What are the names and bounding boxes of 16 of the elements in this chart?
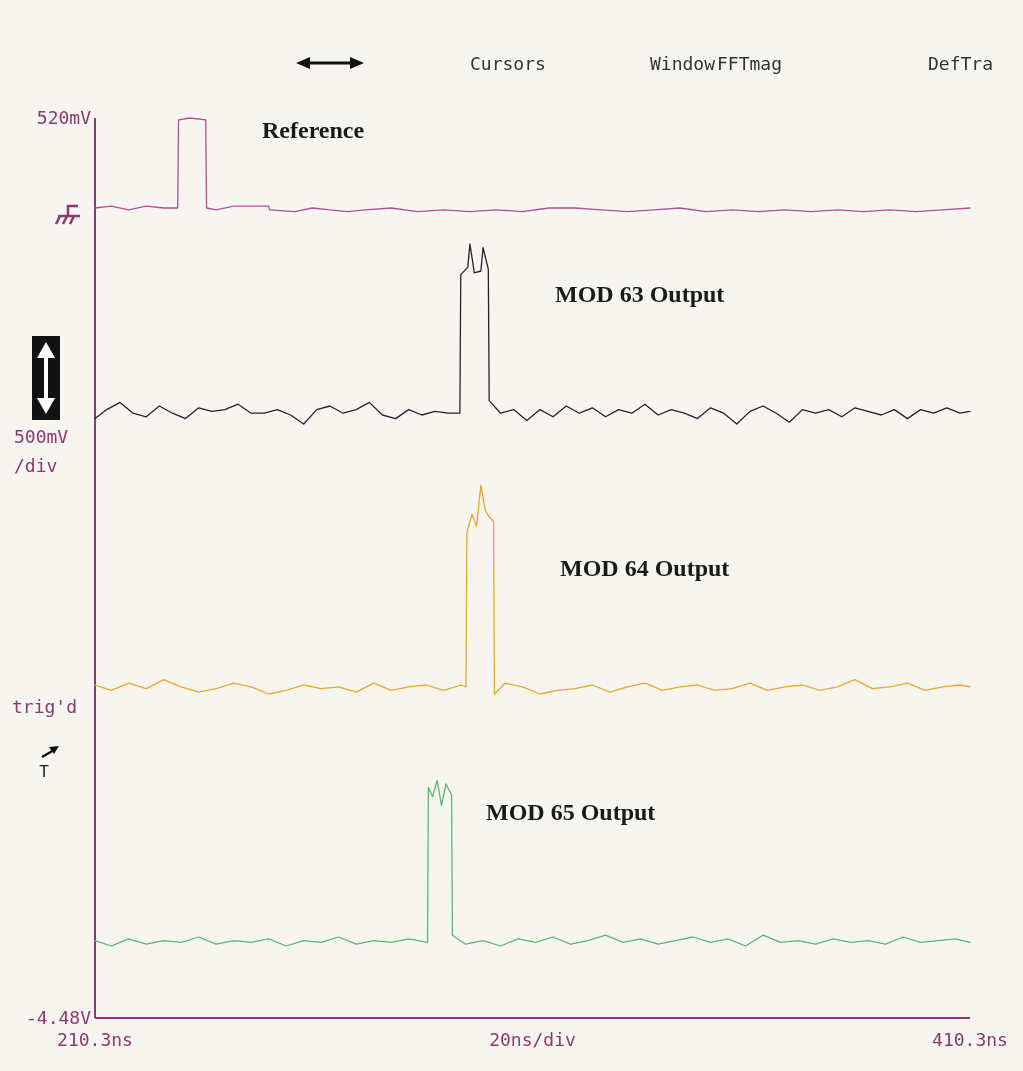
text: 520mV: [36, 107, 92, 128]
x-tick-label: 410.3ns: [932, 1029, 1008, 1050]
text: T: [39, 762, 50, 781]
y-axis-title: 500mV /div: [14, 426, 69, 476]
x-axis-title: 20ns/div: [489, 1029, 576, 1050]
text: Reference: [262, 117, 365, 143]
text: FFTmag: [717, 53, 783, 74]
text: MOD 64 Output: [560, 555, 730, 581]
series-label: MOD 65 Output: [486, 799, 656, 825]
text: Cursors: [470, 53, 546, 74]
text: MOD 63 Output: [555, 281, 725, 307]
text: Window: [650, 53, 716, 74]
text: -4.48V: [25, 1007, 92, 1028]
text: trig'd: [12, 696, 78, 717]
text: DefTra: [928, 53, 994, 74]
x-tick-label: 210.3ns: [57, 1029, 133, 1050]
